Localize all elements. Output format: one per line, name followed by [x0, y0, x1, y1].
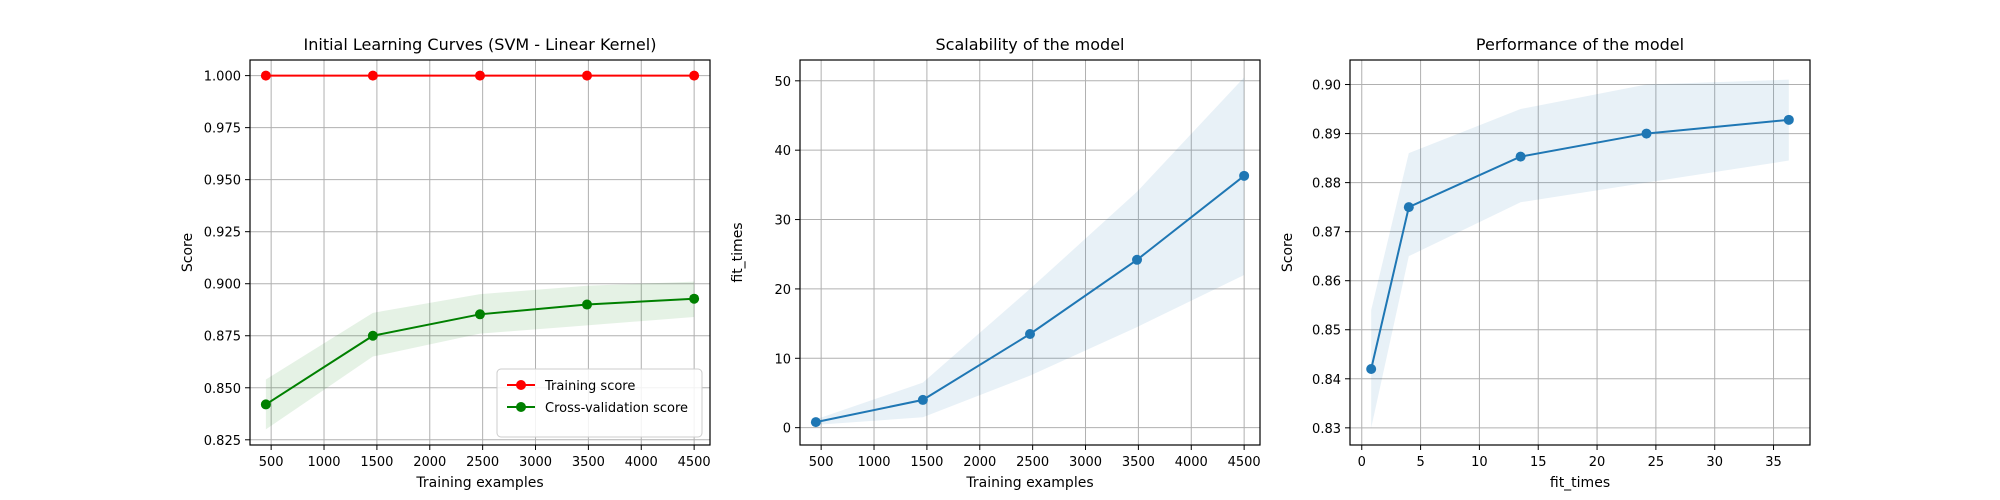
data-point [367, 70, 378, 81]
y-tick-label: 0.850 [204, 382, 241, 397]
y-tick-label: 0.83 [1312, 422, 1341, 437]
legend-entry-label: Cross-validation score [545, 401, 688, 416]
y-tick-label: 0.87 [1312, 226, 1341, 241]
axes-frame [1349, 59, 1811, 446]
y-tick-label: 0.88 [1312, 177, 1341, 192]
y-tick-label: 0 [783, 422, 791, 437]
x-tick-label: 1500 [360, 455, 393, 470]
x-tick-label: 20 [1589, 455, 1606, 470]
x-tick-label: 500 [809, 455, 834, 470]
axes-frame [799, 59, 1261, 446]
series-confidence-band [265, 281, 695, 430]
y-tick-label: 0.975 [204, 122, 241, 137]
y-tick-label: 0.950 [204, 174, 241, 189]
data-point [1366, 363, 1377, 374]
data-point [1783, 114, 1794, 125]
data-point [582, 299, 593, 310]
x-tick-label: 0 [1358, 455, 1366, 470]
series-confidence-band [1371, 79, 1789, 428]
y-tick-label: 0.875 [204, 330, 241, 345]
legend: Training score Cross-validation score [496, 368, 703, 438]
y-tick-label: 0.925 [204, 226, 241, 241]
x-tick-label: 30 [1706, 455, 1723, 470]
y-tick-label: 0.900 [204, 278, 241, 293]
y-tick-label: 0.86 [1312, 275, 1341, 290]
data-point [475, 309, 485, 320]
chart-title: Performance of the model [1476, 35, 1684, 54]
y-axis-label: fit_times [730, 222, 746, 282]
axes-frame [249, 59, 711, 446]
y-axis-label: Score [180, 233, 196, 272]
x-tick-label: 2500 [1016, 455, 1049, 470]
y-tick-label: 0.90 [1312, 79, 1341, 94]
data-point [917, 394, 928, 405]
chart-title: Scalability of the model [936, 35, 1125, 54]
x-tick-label: 25 [1648, 455, 1665, 470]
x-tick-label: 4000 [1175, 455, 1208, 470]
y-tick-label: 30 [774, 214, 791, 229]
data-point [1132, 254, 1143, 265]
y-tick-label: 0.825 [204, 434, 241, 449]
data-point [810, 417, 821, 428]
y-axis-label: Score [1280, 233, 1296, 272]
y-tick-label: 40 [774, 144, 791, 159]
data-point [689, 70, 700, 81]
legend-marker-swatch [516, 402, 526, 412]
x-tick-label: 35 [1765, 455, 1782, 470]
data-point [1641, 128, 1652, 139]
x-axis-label: fit_times [1550, 475, 1610, 491]
x-tick-label: 1000 [857, 455, 890, 470]
y-tick-label: 1.000 [204, 70, 241, 85]
x-tick-label: 2000 [413, 455, 446, 470]
x-tick-label: 15 [1530, 455, 1547, 470]
x-tick-label: 2500 [466, 455, 499, 470]
y-tick-label: 10 [774, 352, 791, 367]
data-point [1403, 202, 1414, 213]
learning-curve-panel: 500 1000 1500 2000 2500 3000 3500 4000 4500 0.825… [180, 35, 711, 491]
performance-panel: 0 5 10 15 20 25 30 35 0.83 0.84 0.85 0.86 0.87 0.88 0.… [1280, 35, 1811, 491]
x-tick-label: 10 [1471, 455, 1488, 470]
x-tick-label: 1500 [910, 455, 943, 470]
y-tick-label: 0.85 [1312, 324, 1341, 339]
y-tick-label: 0.84 [1312, 373, 1341, 388]
x-tick-label: 1000 [307, 455, 340, 470]
legend-entry-label: Training score [544, 379, 635, 394]
data-point [1239, 170, 1250, 181]
x-tick-label: 5 [1416, 455, 1424, 470]
x-tick-label: 3500 [572, 455, 605, 470]
data-point [367, 330, 378, 341]
y-tick-label: 50 [774, 75, 791, 90]
data-point [1515, 151, 1526, 162]
x-axis-label: Training examples [415, 475, 543, 491]
x-tick-label: 3000 [1069, 455, 1102, 470]
data-point [1025, 329, 1035, 340]
x-tick-label: 4500 [678, 455, 711, 470]
legend-box [496, 368, 703, 438]
data-point [689, 293, 700, 304]
x-tick-label: 4000 [625, 455, 658, 470]
data-point [582, 70, 593, 81]
x-tick-label: 3500 [1122, 455, 1155, 470]
chart-title: Initial Learning Curves (SVM - Linear Ke… [304, 35, 657, 54]
y-tick-label: 0.89 [1312, 128, 1341, 143]
data-point [260, 399, 271, 410]
x-tick-label: 4500 [1228, 455, 1261, 470]
data-point [475, 70, 485, 81]
series-confidence-band [815, 77, 1245, 425]
x-axis-label: Training examples [965, 475, 1093, 491]
x-tick-label: 2000 [963, 455, 996, 470]
data-point [260, 70, 271, 81]
x-tick-label: 500 [259, 455, 284, 470]
x-tick-label: 3000 [519, 455, 552, 470]
scalability-panel: 500 1000 1500 2000 2500 3000 3500 4000 4500 0 10 20… [730, 35, 1261, 491]
legend-marker-swatch [516, 380, 526, 390]
y-tick-label: 20 [774, 283, 791, 298]
